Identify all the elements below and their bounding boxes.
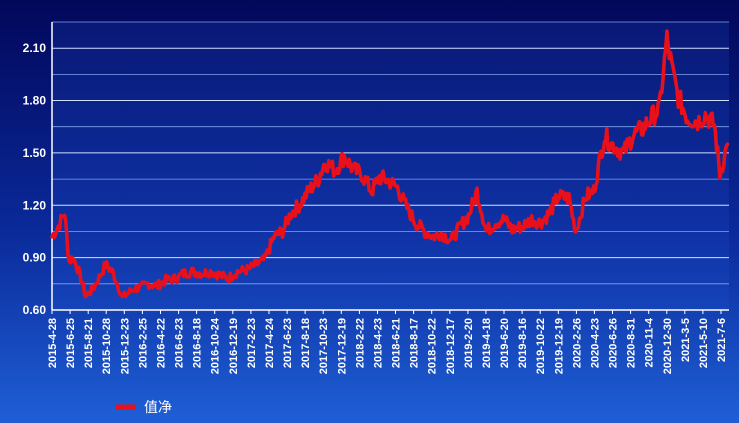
x-tick-label: 2021-7-6 [716,318,728,362]
x-tick-label: 2018-8-17 [409,318,421,368]
x-tick-label: 2020-4-23 [589,318,601,368]
x-tick-label: 2015-10-28 [101,318,113,374]
x-tick-label: 2015-4-28 [47,318,59,368]
series-layer [50,29,730,299]
x-tick-label: 2016-6-23 [174,318,186,368]
x-tick-label: 2020-12-30 [662,318,674,374]
grid-layer [52,21,729,311]
x-tick-label: 2017-10-23 [318,318,330,374]
y-tick-label: 1.80 [23,94,47,108]
x-tick-label: 2020-8-31 [626,318,638,368]
y-tick-label: 1.20 [23,198,47,212]
x-tick-label: 2020-6-26 [608,318,620,368]
x-tick-label: 2021-5-10 [698,318,710,368]
x-tick-label: 2019-4-18 [481,318,493,368]
legend-label: 值净 [144,400,172,416]
x-tick-label: 2017-6-23 [282,318,294,368]
x-tick-label: 2018-12-17 [445,318,457,374]
x-tick-label: 2019-2-20 [463,318,475,368]
series-line [50,29,730,299]
axis-layer [51,22,729,314]
x-tick-label: 2019-8-16 [517,318,529,368]
x-tick-label: 2015-6-25 [65,318,77,368]
y-tick-label: 0.90 [23,251,47,265]
x-tick-label: 2016-10-24 [210,317,222,374]
x-tick-label: 2017-4-24 [264,317,276,368]
plot-area [52,22,729,310]
x-tick-label: 2019-12-19 [553,318,565,374]
x-tick-label: 2015-8-21 [83,318,95,368]
x-tick-label: 2018-10-22 [427,318,439,374]
x-tick-label: 2018-4-23 [373,318,385,368]
x-tick-label: 2021-3-5 [680,318,692,362]
x-tick-label: 2016-2-25 [137,318,149,368]
y-tick-label: 2.10 [23,41,47,55]
y-tick-label: 1.50 [23,146,47,160]
y-tick-label: 0.60 [23,303,47,317]
x-tick-label: 2017-8-18 [300,318,312,368]
x-tick-label: 2017-12-19 [336,318,348,374]
x-tick-label: 2018-6-21 [391,318,403,368]
x-tick-label: 2019-6-20 [499,318,511,368]
x-tick-label: 2016-4-22 [156,318,168,368]
x-tick-label: 2015-12-23 [119,318,131,374]
x-tick-label: 2016-12-19 [228,318,240,374]
x-tick-label: 2020-2-26 [571,318,583,368]
x-tick-labels: 2015-4-28 2015-6-25 2015-8-21 2015-10-28 201… [47,317,728,374]
x-tick-label: 2020-11-4 [644,317,656,367]
x-tick-label: 2017-2-23 [246,318,258,368]
x-tick-label: 2018-2-22 [354,318,366,368]
x-tick-label: 2019-10-22 [535,318,547,374]
legend: 值净 [116,400,172,416]
x-tick-label: 2016-8-18 [192,318,204,368]
y-tick-labels: 2.10 1.80 1.50 1.20 0.90 0.60 [23,41,47,317]
